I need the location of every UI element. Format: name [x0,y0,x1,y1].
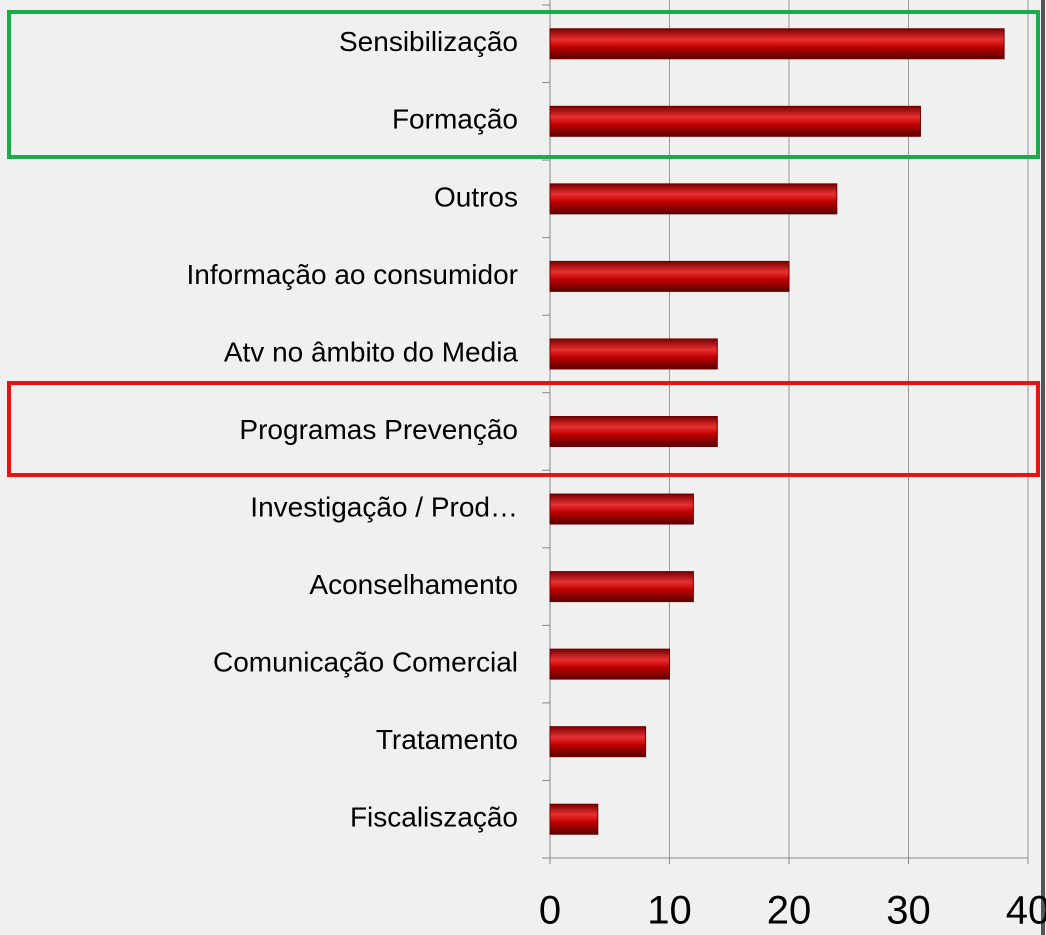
y-tick-label: Fiscaliszação [350,802,518,833]
y-tick-label: Aconselhamento [309,569,518,600]
highlight-box-red [7,381,1040,477]
y-tick-label: Comunicação Comercial [213,647,518,678]
bar [549,571,694,603]
x-tick-label: 40 [1006,889,1046,933]
y-tick-label: Programas Prevenção [239,414,518,445]
x-tick-label: 10 [647,889,692,933]
bar [549,105,921,137]
y-tick-label: Sensibilização [339,26,518,57]
y-tick-label: Tratamento [376,724,518,755]
bar [549,183,838,215]
y-tick-label: Investigação / Prod… [250,491,518,522]
bar [549,416,718,447]
y-tick-label: Atv no âmbito do Media [224,336,519,367]
plot-area: 0 10 20 30 40 Sensibilização Formação Outros Inf… [186,0,1046,933]
bar [549,648,670,680]
x-tick-label: 30 [886,889,931,933]
x-tick-label: 20 [767,889,812,933]
bar [549,260,790,292]
bar [549,28,1005,60]
y-tick-label: Informação ao consumidor [186,259,518,290]
y-tick-label: Formação [392,104,518,135]
x-tick-label: 0 [539,889,561,933]
bar [549,493,694,525]
bar [549,803,599,835]
bar [549,338,718,370]
y-tick-label: Outros [434,181,518,212]
highlight-box-green [7,10,1040,159]
bar [549,726,647,758]
